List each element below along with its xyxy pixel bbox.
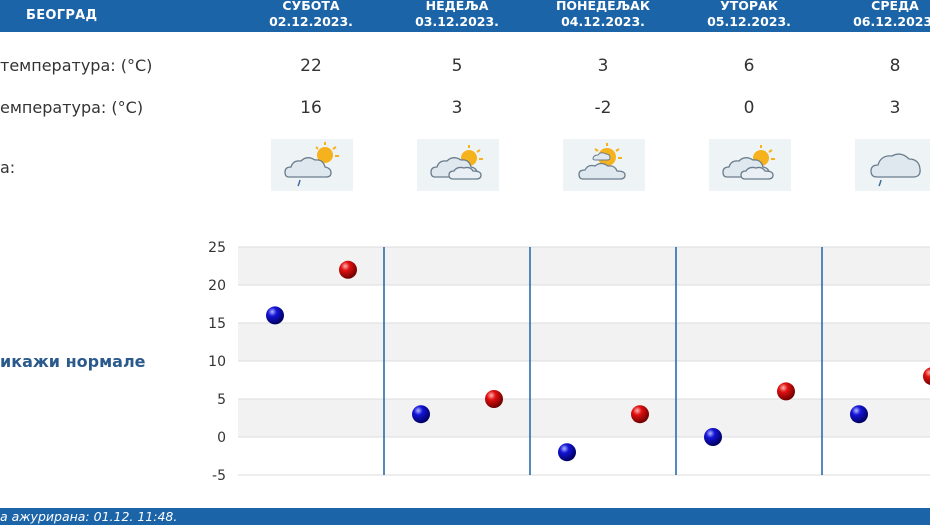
max-temp-value: 5 [451,56,463,76]
day-name: ПОНЕДЕЉАК [555,0,651,13]
sun-cloud-icon [563,139,645,191]
day-name: НЕДЕЉА [425,0,489,13]
day-name: СРЕДА [871,0,919,13]
day-date: 02.12.2023. [269,14,353,29]
day-date: 06.12.2023. [853,14,930,29]
day-header-4: УТОРАК 05.12.2023. [676,0,822,30]
grid-band [238,399,930,437]
max-temp-point [777,382,795,401]
max-temp-value: 3 [597,56,609,76]
grid-band [238,285,930,323]
min-temp-value: 3 [451,98,463,118]
day-name: УТОРАК [720,0,778,13]
forecast-header: БЕОГРАД СУБОТА 02.12.2023. НЕДЕЉА 03.12.… [0,0,930,32]
y-tick-label: -5 [212,468,226,484]
y-tick-label: 5 [217,392,226,408]
min-temp-point [412,405,430,424]
grid-band [238,437,930,475]
grid-band [238,323,930,361]
y-tick-label: 0 [217,430,226,446]
last-updated-text: а ажурирана: 01.12. 11:48. [0,509,178,524]
min-temp-value: 16 [300,98,322,118]
y-tick-label: 10 [208,354,226,370]
min-temp-point [704,428,722,446]
min-temp-point [850,405,868,424]
cloud-sun-rain-icon [271,139,353,191]
last-updated-bar: а ажурирана: 01.12. 11:48. [0,508,930,525]
cloud-sun-icon [709,139,791,191]
max-temp-point [631,405,649,424]
day-header-2: НЕДЕЉА 03.12.2023. [384,0,530,30]
max-temp-point [485,390,503,408]
y-tick-label: 20 [208,278,226,294]
day-header-1: СУБОТА 02.12.2023. [238,0,384,30]
day-header-3: ПОНЕДЕЉАК 04.12.2023. [530,0,676,30]
max-temp-value: 22 [300,56,322,76]
max-temp-label: температура: (°C) [0,56,153,75]
day-date: 04.12.2023. [561,14,645,29]
min-temp-value: -2 [594,98,612,118]
show-normals-link[interactable]: икажи нормале [0,352,146,371]
y-tick-label: 15 [208,316,226,332]
max-temp-point [923,367,930,385]
city-name: БЕОГРАД [26,8,98,23]
max-temp-value: 6 [743,56,755,76]
min-temp-value: 0 [743,98,755,118]
temperature-chart: 25 20 15 10 5 0 -5 [208,240,930,484]
min-temp-point [266,306,284,325]
day-date: 05.12.2023. [707,14,791,29]
min-temp-label: емпература: (°C) [0,98,144,117]
cloud-sun-icon [417,139,499,191]
min-temp-value: 3 [889,98,901,118]
y-tick-label: 25 [208,240,226,256]
min-temp-point [558,443,576,462]
max-temp-point [339,260,357,279]
max-temp-value: 8 [889,56,901,76]
weather-icon-label: а: [0,158,16,177]
day-header-5: СРЕДА 06.12.2023. [822,0,930,30]
day-name: СУБОТА [282,0,340,13]
cloud-rain-icon [855,139,930,191]
grid-band [238,361,930,399]
day-date: 03.12.2023. [415,14,499,29]
